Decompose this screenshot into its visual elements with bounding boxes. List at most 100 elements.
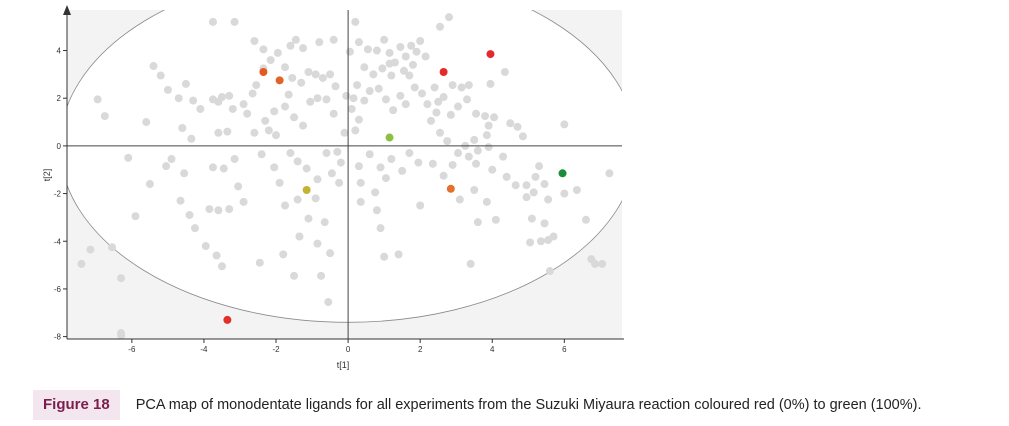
y-axis-arrow [63,5,71,15]
data-point [333,147,342,156]
data-point [439,171,448,180]
data-point [284,90,293,99]
x-tick-label: 4 [490,345,495,354]
data-point [322,95,331,104]
data-point [219,164,228,173]
data-point [266,56,275,65]
data-point [225,205,234,214]
data-point [293,195,302,204]
data-point [581,215,590,224]
grey-points-group [77,13,614,339]
data-point [313,239,322,248]
data-point [313,175,322,184]
data-point [290,113,299,122]
data-point [281,102,290,111]
data-point [142,118,151,127]
data-point [365,87,374,96]
data-point [380,35,389,44]
data-point [360,63,369,72]
data-point [464,81,473,90]
data-point [405,149,414,158]
data-point [181,79,190,88]
data-point [180,169,189,178]
data-point [365,150,374,159]
data-point [434,97,443,106]
x-tick-label: 2 [418,345,423,354]
highlighted-data-point [558,169,567,178]
data-point [93,95,102,104]
data-point [354,162,363,171]
data-point [201,242,210,251]
data-point [286,41,295,50]
data-point [243,109,252,118]
data-point [443,137,452,146]
data-point [281,63,290,72]
x-axis-title: t[1] [337,360,350,370]
data-point [162,162,171,171]
data-point [252,81,261,90]
data-point [176,196,185,205]
data-point [401,100,410,109]
data-point [473,146,482,155]
data-point [531,172,540,181]
data-point [455,195,464,204]
y-tick-label: -8 [54,333,62,342]
data-point [464,152,473,161]
data-point [100,112,109,121]
data-point [473,218,482,227]
data-point [536,237,545,246]
data-point [290,271,299,280]
y-tick-label: -6 [54,285,62,294]
data-point [405,71,414,80]
data-point [484,143,493,152]
data-point [347,104,356,113]
data-point [167,155,176,164]
data-point [470,135,479,144]
data-point [304,214,313,223]
data-point [124,153,133,162]
data-point [529,188,538,197]
data-point [214,206,223,215]
data-point [189,96,198,105]
data-point [225,91,234,100]
data-point [560,189,569,198]
data-point [212,251,221,260]
data-point [560,120,569,129]
data-point [264,126,273,135]
data-point [502,172,511,181]
data-point [407,41,416,50]
data-point [535,162,544,171]
data-point [190,224,199,233]
data-point [288,73,297,82]
data-point [482,131,491,140]
data-point [259,45,268,54]
data-point [387,155,396,164]
data-point [499,152,508,161]
data-point [239,100,248,109]
data-point [145,180,154,189]
data-point [463,95,472,104]
data-point [506,119,515,128]
data-point [363,45,372,54]
highlighted-points-group [223,50,567,324]
y-tick-label: 2 [57,94,62,103]
data-point [174,94,183,103]
data-point [428,159,437,168]
data-point [396,42,405,51]
data-point [261,116,270,125]
data-point [223,127,232,136]
data-point [376,224,385,233]
data-point [217,262,226,271]
data-point [605,169,614,178]
data-point [297,78,306,87]
data-point [412,47,421,56]
data-point [572,185,581,194]
data-point [356,178,365,187]
data-point [396,91,405,100]
data-point [522,181,531,190]
data-point [540,219,549,228]
pca-scatter-plot: -6 -4 -2 0 2 4 6 4 2 0 -2 -4 -6 -8 t[1] t[2] [42,5,624,370]
data-point [376,163,385,172]
data-point [436,128,445,137]
data-point [331,82,340,91]
